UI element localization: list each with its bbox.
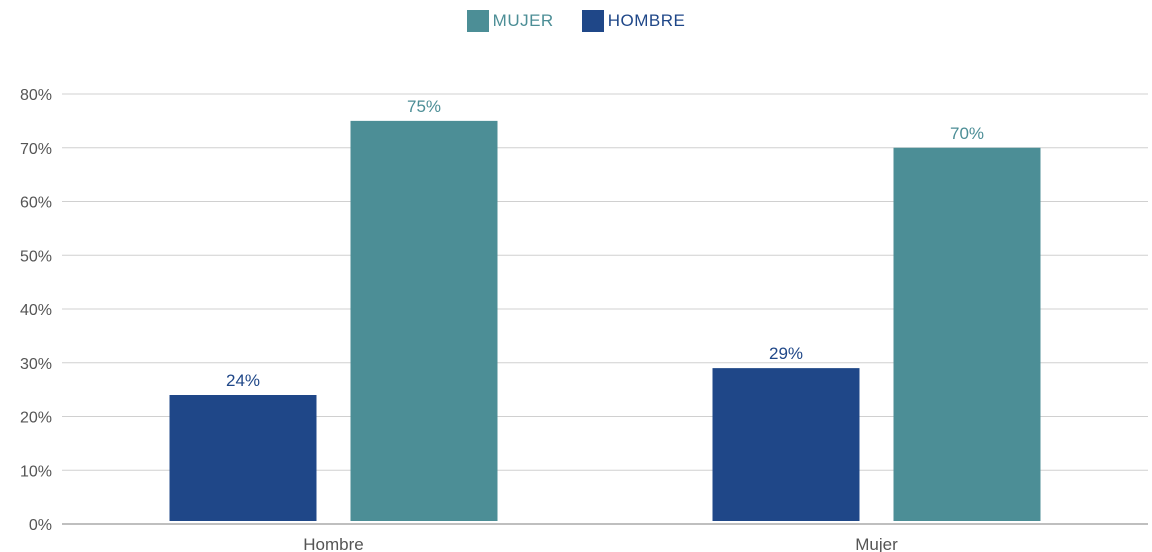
x-category-label: Mujer — [855, 535, 898, 552]
y-axis: 0% 10% 20% 30% 40% 50% 60% 70% 80% — [20, 87, 52, 534]
x-category-label: Hombre — [303, 535, 363, 552]
legend-label-hombre: HOMBRE — [607, 11, 686, 30]
y-tick-label: 20% — [20, 410, 52, 427]
chart-legend: MUJER HOMBRE — [0, 10, 1152, 32]
legend-item-mujer: MUJER — [466, 10, 554, 32]
data-labels: 24% 75% 29% 70% — [226, 97, 984, 390]
y-tick-label: 60% — [20, 195, 52, 212]
data-label: 70% — [950, 124, 984, 143]
bar-hombre-mujer — [712, 368, 860, 521]
data-label: 24% — [226, 371, 260, 390]
bar-hombre-hombre — [169, 395, 317, 521]
legend-swatch-hombre — [581, 10, 604, 32]
legend-label-mujer: MUJER — [492, 11, 554, 30]
y-tick-label: 50% — [20, 248, 52, 265]
y-tick-label: 0% — [29, 517, 52, 534]
data-label: 75% — [407, 97, 441, 116]
y-tick-label: 70% — [20, 141, 52, 158]
legend-swatch-mujer — [466, 10, 489, 32]
bars — [169, 120, 1041, 521]
x-axis: Hombre Mujer — [303, 535, 898, 552]
y-tick-label: 30% — [20, 356, 52, 373]
legend-item-hombre: HOMBRE — [581, 10, 686, 32]
y-tick-label: 10% — [20, 463, 52, 480]
y-tick-label: 40% — [20, 302, 52, 319]
bar-mujer-hombre — [350, 120, 498, 521]
y-tick-label: 80% — [20, 87, 52, 104]
bar-mujer-mujer — [893, 147, 1041, 521]
data-label: 29% — [769, 344, 803, 363]
